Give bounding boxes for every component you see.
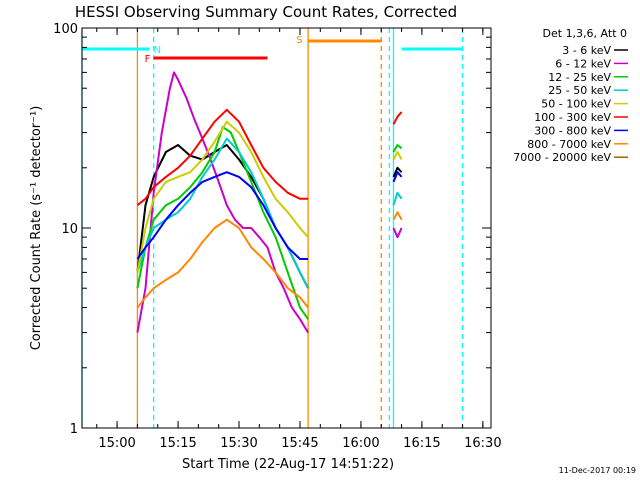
x-tick-label-6: 16:30 xyxy=(464,436,501,451)
legend-header: Det 1,3,6, Att 0 xyxy=(543,27,627,40)
chart-title: HESSI Observing Summary Count Rates, Cor… xyxy=(75,3,457,21)
x-axis-label: Start Time (22-Aug-17 14:51:22) xyxy=(182,457,394,472)
x-tick-label-2: 15:30 xyxy=(220,436,257,451)
flag-label-s: S xyxy=(296,35,302,46)
x-tick-label-4: 16:00 xyxy=(342,436,379,451)
series-line-2 xyxy=(136,126,403,320)
series-line-5 xyxy=(136,108,403,206)
series-line-6 xyxy=(136,171,403,260)
legend-label-8: 7000 - 20000 keV xyxy=(513,151,611,164)
y-tick-label-1: 10 xyxy=(61,222,78,237)
x-tick-label-1: 15:15 xyxy=(159,436,196,451)
flag-label-f: F xyxy=(145,54,151,65)
x-tick-label-5: 16:15 xyxy=(403,436,440,451)
x-tick-label-3: 15:45 xyxy=(281,436,318,451)
vertical-markers xyxy=(81,28,464,428)
data-series xyxy=(136,71,403,334)
legend-label-3: 25 - 50 keV xyxy=(548,84,611,97)
series-line-4 xyxy=(136,120,403,273)
legend-label-0: 3 - 6 keV xyxy=(562,44,611,57)
legend-label-2: 12 - 25 keV xyxy=(548,71,611,84)
legend-label-4: 50 - 100 keV xyxy=(541,98,611,111)
flag-bars: NF S xyxy=(82,35,463,65)
y-axis-label: Corrected Count Rate (s⁻¹ detector⁻¹) xyxy=(29,106,44,351)
generation-timestamp: 11-Dec-2017 00:19 xyxy=(559,466,636,475)
legend-label-6: 300 - 800 keV xyxy=(534,124,611,137)
x-tick-label-0: 15:00 xyxy=(98,436,135,451)
flag-label-n: N xyxy=(154,45,161,56)
series-line-1 xyxy=(136,71,403,334)
series-line-7 xyxy=(136,211,403,309)
legend-label-7: 800 - 7000 keV xyxy=(527,138,611,151)
legend-label-1: 6 - 12 keV xyxy=(555,57,611,70)
legend-label-5: 100 - 300 keV xyxy=(534,111,611,124)
y-tick-label-2: 100 xyxy=(53,22,78,37)
y-tick-label-0: 1 xyxy=(70,422,78,437)
y-axis-ticks: 1 10 100 xyxy=(53,22,491,437)
x-axis-ticks: 15:00 15:15 15:30 15:45 16:00 16:15 16:30 xyxy=(96,28,502,451)
